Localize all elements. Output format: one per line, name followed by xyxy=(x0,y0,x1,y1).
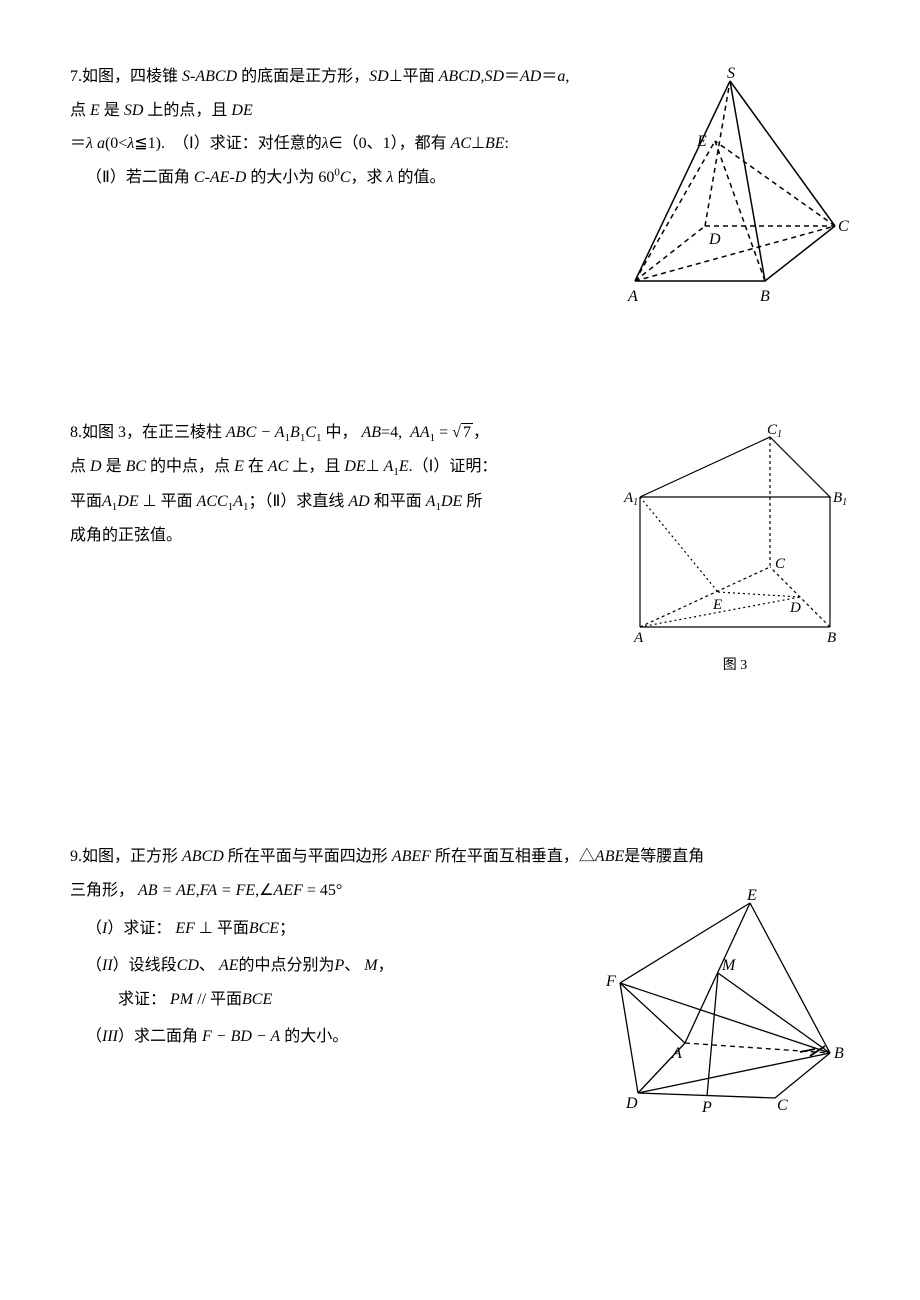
figure-9: E F M A B D P C xyxy=(600,888,850,1113)
figure-8: C1 A1 B1 C E D A B 图 3 xyxy=(620,422,850,680)
label-C1: C1 xyxy=(767,422,782,440)
label-D9: D xyxy=(625,1095,638,1112)
label-S: S xyxy=(727,66,735,82)
label-B9: B xyxy=(834,1045,844,1062)
label-A8: A xyxy=(633,630,644,646)
p8-num: 8. xyxy=(70,424,82,441)
label-F9: F xyxy=(605,973,616,990)
figure-7: S E D C A B xyxy=(605,66,850,306)
label-A9: A xyxy=(671,1045,682,1062)
problem-7: S E D C A B 7.如图，四棱锥 S-ABCD 的底面是正方形，SD⊥平… xyxy=(70,60,850,306)
label-D8: D xyxy=(789,600,801,616)
label-E: E xyxy=(696,133,707,150)
fig8-caption: 图 3 xyxy=(620,651,850,680)
label-A1: A1 xyxy=(623,490,638,508)
label-D: D xyxy=(708,231,721,248)
label-B: B xyxy=(760,288,770,305)
problem-8: C1 A1 B1 C E D A B 图 3 8.如图 3，在正三棱柱 ABC … xyxy=(70,416,850,680)
label-E9: E xyxy=(746,888,757,904)
label-A: A xyxy=(627,288,638,305)
label-C: C xyxy=(838,218,849,235)
label-M9: M xyxy=(721,957,737,974)
p9-num: 9. xyxy=(70,848,82,865)
sqrt7: √7 xyxy=(452,425,473,441)
label-B1: B1 xyxy=(833,490,847,508)
label-B8: B xyxy=(827,630,836,646)
label-C9: C xyxy=(777,1097,788,1113)
label-C8: C xyxy=(775,556,786,572)
problem-9: 9.如图，正方形 ABCD 所在平面与平面四边形 ABEF 所在平面互相垂直，△… xyxy=(70,840,850,1112)
p7-num: 7. xyxy=(70,68,82,85)
label-P9: P xyxy=(701,1099,712,1113)
label-E8: E xyxy=(712,597,722,613)
